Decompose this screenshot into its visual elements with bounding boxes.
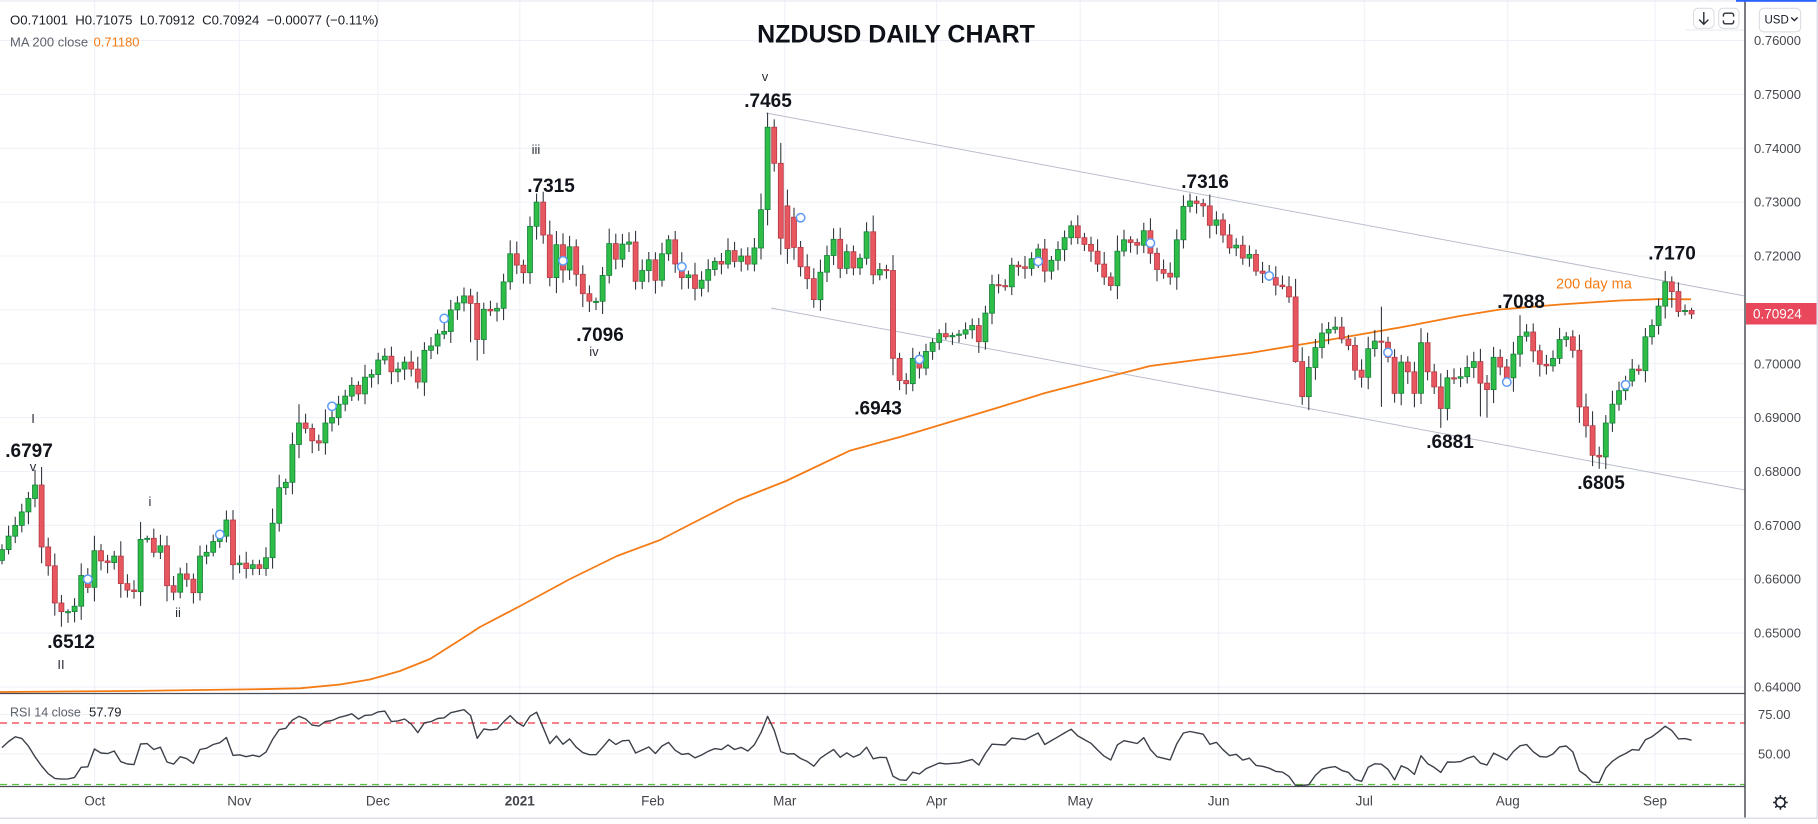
svg-text:II: II bbox=[57, 657, 64, 672]
svg-text:Dec: Dec bbox=[366, 794, 390, 809]
svg-text:.7465: .7465 bbox=[744, 91, 792, 112]
svg-text:.7096: .7096 bbox=[576, 325, 624, 346]
svg-text:Feb: Feb bbox=[641, 794, 664, 809]
svg-text:Jul: Jul bbox=[1356, 794, 1373, 809]
svg-text:v: v bbox=[762, 69, 769, 84]
svg-text:0.76000: 0.76000 bbox=[1754, 33, 1801, 48]
svg-text:Sep: Sep bbox=[1643, 794, 1667, 809]
svg-text:Aug: Aug bbox=[1496, 794, 1520, 809]
svg-text:Nov: Nov bbox=[227, 794, 251, 809]
svg-text:NZDUSD DAILY CHART: NZDUSD DAILY CHART bbox=[757, 21, 1035, 49]
svg-text:200 day ma: 200 day ma bbox=[1556, 277, 1633, 293]
svg-text:.6943: .6943 bbox=[854, 399, 902, 420]
svg-text:.7315: .7315 bbox=[527, 176, 575, 197]
svg-text:.7316: .7316 bbox=[1181, 172, 1229, 193]
svg-text:0.71180: 0.71180 bbox=[94, 34, 140, 49]
svg-text:0.68000: 0.68000 bbox=[1754, 464, 1801, 479]
svg-text:0.75000: 0.75000 bbox=[1754, 87, 1801, 102]
svg-text:v: v bbox=[30, 459, 37, 474]
svg-text:.6805: .6805 bbox=[1577, 473, 1625, 494]
svg-text:0.73000: 0.73000 bbox=[1754, 195, 1801, 210]
svg-text:iv: iv bbox=[589, 344, 599, 359]
svg-text:USD: USD bbox=[1765, 15, 1789, 27]
svg-text:Mar: Mar bbox=[773, 794, 797, 809]
svg-text:ii: ii bbox=[175, 605, 181, 620]
svg-text:.7088: .7088 bbox=[1497, 292, 1545, 313]
svg-text:0.72000: 0.72000 bbox=[1754, 249, 1801, 264]
svg-text:Jun: Jun bbox=[1208, 794, 1230, 809]
svg-text:Oct: Oct bbox=[84, 794, 105, 809]
svg-text:0.70924: 0.70924 bbox=[1753, 307, 1802, 322]
svg-text:.7170: .7170 bbox=[1648, 244, 1696, 265]
svg-text:0.66000: 0.66000 bbox=[1754, 572, 1801, 587]
svg-text:0.74000: 0.74000 bbox=[1754, 141, 1801, 156]
svg-text:iii: iii bbox=[532, 142, 541, 157]
svg-text:0.67000: 0.67000 bbox=[1754, 518, 1801, 533]
svg-text:i: i bbox=[149, 494, 152, 509]
svg-text:O0.71001 H0.71075 L0.70912: O0.71001 H0.71075 L0.70912 C0.70924 −0.0… bbox=[10, 13, 379, 28]
svg-text:.6512: .6512 bbox=[47, 632, 95, 653]
svg-text:0.64000: 0.64000 bbox=[1754, 680, 1801, 695]
svg-text:RSI 14 close: RSI 14 close bbox=[10, 706, 81, 720]
svg-text:2021: 2021 bbox=[505, 794, 536, 809]
svg-text:50.00: 50.00 bbox=[1758, 747, 1791, 762]
svg-text:.6881: .6881 bbox=[1426, 432, 1474, 453]
svg-text:57.79: 57.79 bbox=[89, 705, 122, 720]
svg-text:Apr: Apr bbox=[926, 794, 948, 809]
svg-text:75.00: 75.00 bbox=[1758, 707, 1791, 722]
svg-text:0.65000: 0.65000 bbox=[1754, 626, 1801, 641]
svg-text:MA 200 close: MA 200 close bbox=[10, 34, 88, 49]
svg-text:I: I bbox=[31, 411, 35, 426]
svg-text:0.70000: 0.70000 bbox=[1754, 356, 1801, 371]
svg-text:0.69000: 0.69000 bbox=[1754, 410, 1801, 425]
svg-text:May: May bbox=[1067, 794, 1093, 809]
